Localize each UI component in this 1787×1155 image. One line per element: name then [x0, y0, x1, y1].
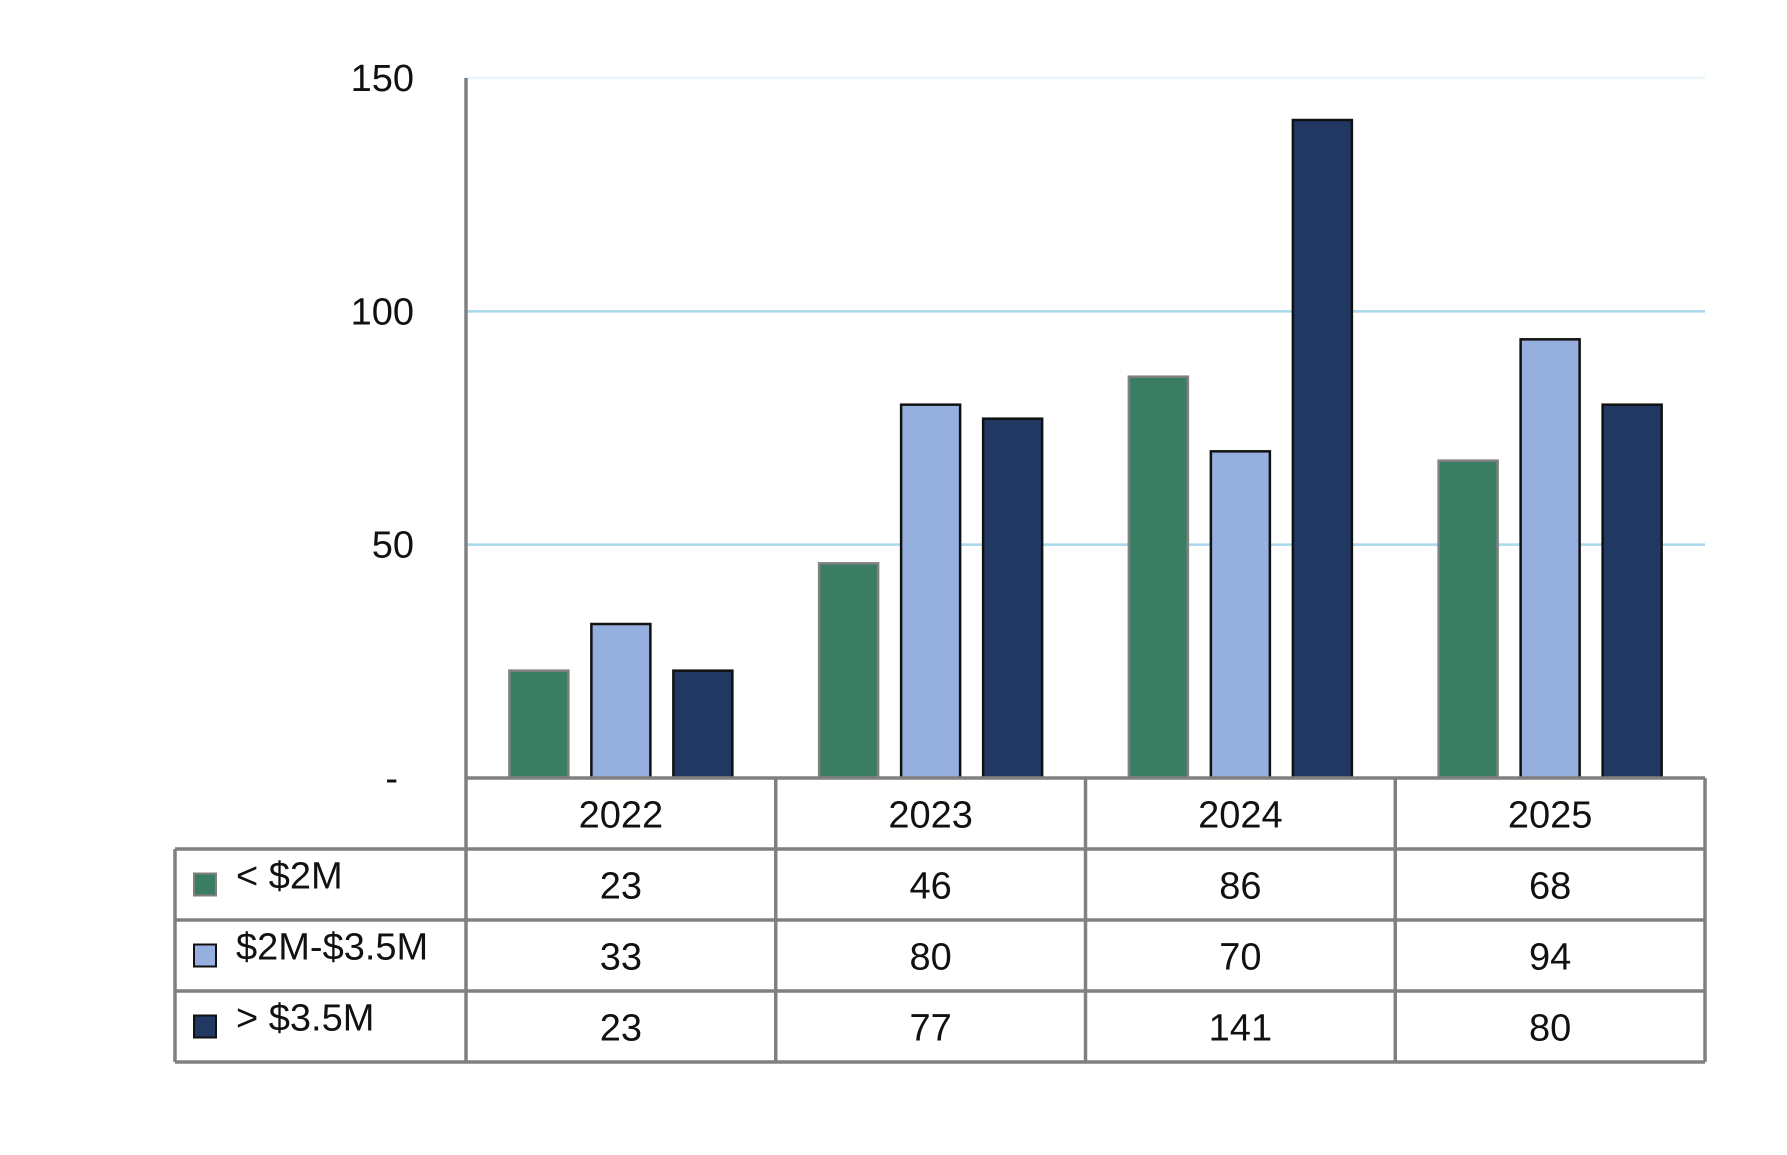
y-tick-label: 50 — [372, 525, 414, 567]
bar — [1519, 338, 1581, 780]
y-tick-label: 150 — [351, 58, 414, 100]
bar — [508, 669, 570, 780]
category-label: 2022 — [579, 795, 664, 837]
category-label: 2023 — [888, 795, 973, 837]
data-label: 46 — [909, 866, 951, 908]
data-label: 80 — [909, 937, 951, 979]
y-tick-label: 100 — [351, 291, 414, 333]
data-table: 2022 2023 2024 2025 < $2M 23 46 86 68 $2M-$3.5M 33… — [173, 776, 1707, 1064]
data-label: 80 — [1529, 1008, 1571, 1050]
data-label: 94 — [1529, 937, 1571, 979]
bar — [1127, 375, 1190, 780]
bar — [1437, 459, 1499, 780]
gridlines — [466, 76, 1705, 546]
data-label: 68 — [1529, 866, 1571, 908]
y-tick-label: - — [385, 758, 398, 800]
legend-key — [193, 943, 217, 968]
data-label: 86 — [1219, 866, 1261, 908]
series-name: $2M-$3.5M — [236, 927, 428, 969]
data-label: 70 — [1219, 937, 1261, 979]
y-tick-labels: - 50 100 150 — [351, 58, 414, 800]
category-label: 2024 — [1198, 795, 1283, 837]
bar — [1291, 118, 1354, 780]
data-label: 77 — [909, 1008, 951, 1050]
series-name: > $3.5M — [236, 998, 374, 1040]
bar — [899, 403, 962, 780]
series-name: < $2M — [236, 856, 343, 898]
bars — [508, 118, 1663, 780]
data-label: 33 — [600, 937, 642, 979]
data-label: 23 — [600, 1008, 642, 1050]
data-label: 141 — [1209, 1008, 1272, 1050]
bar — [590, 622, 652, 780]
bar — [817, 562, 880, 780]
data-label: 23 — [600, 866, 642, 908]
legend-key — [193, 1014, 217, 1039]
bar — [1209, 450, 1272, 780]
legend-key — [193, 872, 217, 897]
bar — [1601, 403, 1663, 780]
bar — [981, 417, 1044, 780]
bar — [672, 669, 734, 780]
category-label: 2025 — [1508, 795, 1593, 837]
